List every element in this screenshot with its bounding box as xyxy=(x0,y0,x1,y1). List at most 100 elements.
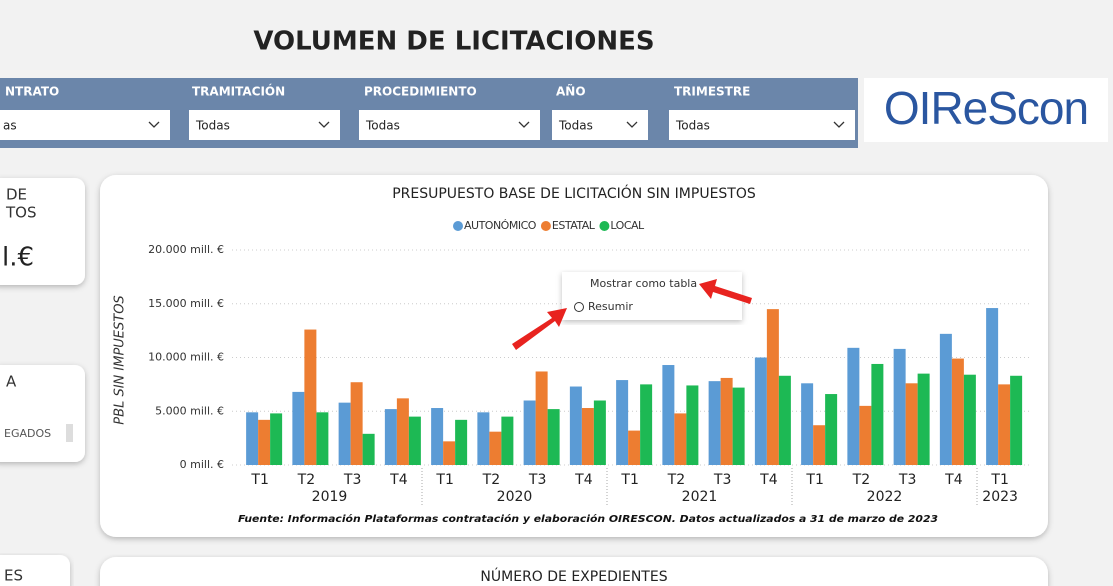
chevron xyxy=(318,121,330,128)
chart-title: NÚMERO DE EXPEDIENTES xyxy=(480,567,667,585)
bar xyxy=(963,374,976,465)
chart-title: PRESUPUESTO BASE DE LICITACIÓN SIN IMPUE… xyxy=(392,184,756,202)
bar xyxy=(1010,375,1023,465)
filter-label: AÑO xyxy=(556,84,586,99)
dropdown-value: Todas xyxy=(365,119,400,133)
bar xyxy=(350,382,363,465)
bar xyxy=(246,412,259,465)
card-text: EGADOS xyxy=(4,427,51,440)
arrow xyxy=(512,308,567,350)
bar xyxy=(338,402,351,465)
dropdown[interactable] xyxy=(359,110,540,140)
dropdown-value: Todas xyxy=(558,119,593,133)
bar xyxy=(384,409,397,465)
bar xyxy=(547,409,560,465)
dropdown[interactable] xyxy=(0,110,170,140)
bar xyxy=(455,419,468,465)
x-tick-label: T4 xyxy=(389,472,408,488)
x-tick-label: T4 xyxy=(759,472,778,488)
card-text: A xyxy=(6,373,17,391)
bar xyxy=(489,431,502,465)
dropdown[interactable] xyxy=(669,110,855,140)
x-group-label: 2021 xyxy=(682,489,718,505)
x-tick-label: T3 xyxy=(528,472,546,488)
x-tick-label: T3 xyxy=(898,472,916,488)
card-value: l.€ xyxy=(2,243,34,273)
x-tick-label: T1 xyxy=(620,472,638,488)
menu-item[interactable]: Mostrar como tabla xyxy=(590,277,697,290)
dropdown-value: Todas xyxy=(195,119,230,133)
arrow xyxy=(699,279,752,304)
x-group-label: 2020 xyxy=(497,489,533,505)
bar xyxy=(998,384,1011,465)
bar xyxy=(732,387,745,465)
y-tick-label: 20.000 mill. € xyxy=(148,243,224,256)
legend-label: AUTONÓMICO xyxy=(464,219,537,232)
card-text: DE xyxy=(6,186,27,204)
chevron xyxy=(626,121,638,128)
bar xyxy=(708,381,721,465)
bar xyxy=(501,416,514,465)
scrollbar xyxy=(66,424,73,442)
bar xyxy=(847,347,860,465)
y-axis-title: PBL SIN IMPUESTOS xyxy=(113,295,128,424)
legend-marker xyxy=(540,221,551,231)
filter-label: TRIMESTRE xyxy=(674,85,750,99)
y-tick-label: 5.000 mill. € xyxy=(155,404,224,417)
kpi-card xyxy=(0,365,85,462)
dropdown-value: as xyxy=(3,119,17,133)
filter-label: TRAMITACIÓN xyxy=(192,84,285,99)
x-tick-label: T3 xyxy=(343,472,361,488)
chevron xyxy=(148,121,160,128)
bar xyxy=(443,441,456,465)
dropdown-value: Todas xyxy=(675,119,710,133)
bar xyxy=(986,308,999,465)
bar xyxy=(859,405,872,465)
x-tick-label: T3 xyxy=(713,472,731,488)
x-tick-label: T2 xyxy=(852,472,870,488)
bar xyxy=(801,383,814,465)
bar xyxy=(628,430,641,465)
bar xyxy=(662,365,675,465)
legend-label: LOCAL xyxy=(610,219,645,232)
menu-icon xyxy=(574,302,584,312)
bar xyxy=(535,371,548,465)
bar xyxy=(593,400,606,465)
bar xyxy=(825,394,838,465)
x-group-label: 2023 xyxy=(982,489,1018,505)
bar xyxy=(581,408,594,465)
bar xyxy=(778,375,791,465)
dropdown[interactable] xyxy=(552,110,648,140)
filter-label: NTRATO xyxy=(5,85,59,99)
bar xyxy=(292,391,305,465)
bar xyxy=(939,333,952,465)
x-tick-label: T1 xyxy=(435,472,453,488)
bar xyxy=(951,358,964,465)
x-tick-label: T4 xyxy=(944,472,963,488)
bar xyxy=(674,413,687,465)
x-tick-label: T2 xyxy=(297,472,315,488)
bar xyxy=(905,383,918,465)
logo: OIReScon xyxy=(884,82,1088,134)
x-tick-label: T2 xyxy=(482,472,500,488)
x-tick-label: T2 xyxy=(667,472,685,488)
logo-box xyxy=(864,78,1108,142)
menu-item[interactable]: Resumir xyxy=(588,300,633,313)
kpi-card xyxy=(0,178,85,285)
x-group-label: 2019 xyxy=(312,489,348,505)
bar xyxy=(316,412,329,465)
filter-label: PROCEDIMIENTO xyxy=(364,85,477,99)
bar xyxy=(871,363,884,465)
x-group-label: 2022 xyxy=(867,489,903,505)
bar xyxy=(408,416,421,465)
bar xyxy=(813,425,826,465)
legend-marker xyxy=(599,221,610,231)
y-tick-label: 10.000 mill. € xyxy=(148,351,224,364)
dropdown[interactable] xyxy=(189,110,340,140)
legend-marker xyxy=(453,221,463,231)
bar xyxy=(893,348,906,465)
bar xyxy=(270,413,283,465)
kpi-card xyxy=(0,555,70,586)
context-menu xyxy=(562,272,742,320)
